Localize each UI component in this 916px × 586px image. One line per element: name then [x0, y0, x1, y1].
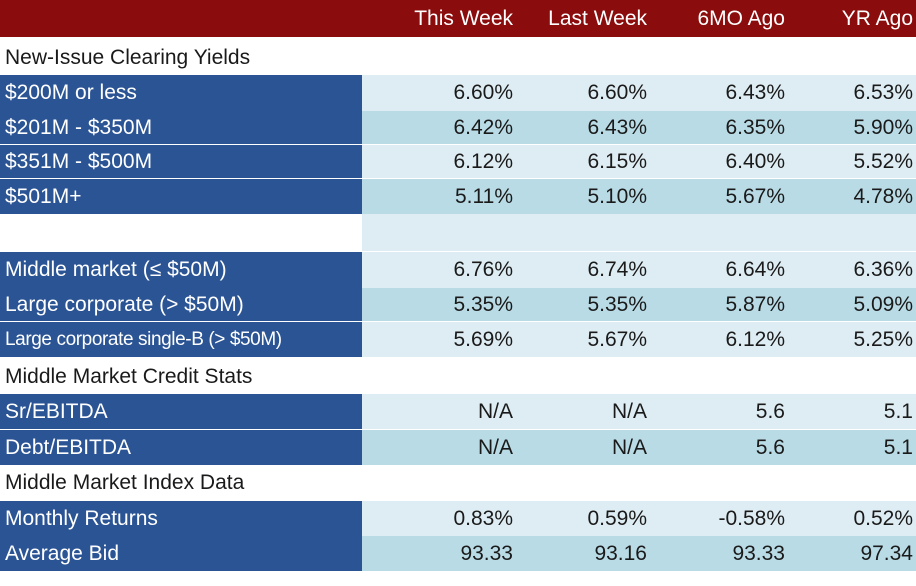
cell-last-week: 6.60% [587, 81, 647, 104]
cell-6mo-ago: 6.64% [725, 258, 785, 281]
cell-last-week: 93.16 [594, 541, 647, 565]
spacer-label [0, 214, 362, 251]
cell-this-week: 93.33 [460, 541, 513, 565]
cell-last-week: N/A [611, 435, 647, 459]
table-row: Large corporate (> $50M) 5.35% 5.35% 5.8… [0, 288, 916, 321]
table-row: Average Bid 93.33 93.16 93.33 97.34 [0, 536, 916, 571]
table-row: Debt/EBITDA N/A N/A 5.6 5.1 [0, 430, 916, 465]
table-row: $200M or less 6.60% 6.60% 6.43% 6.53% [0, 75, 916, 111]
section-row: Middle Market Credit Stats [0, 360, 916, 394]
cell-last-week: 5.10% [587, 184, 647, 208]
row-label: $501M+ [0, 179, 362, 214]
cell-this-week: 6.42% [453, 115, 513, 139]
cell-last-week: 5.67% [587, 327, 647, 351]
cell-6mo-ago: 5.6 [755, 399, 785, 423]
row-label: $351M - $500M [0, 145, 362, 178]
table-row: $351M - $500M 6.12% 6.15% 6.40% 5.52% [0, 145, 916, 178]
table-row: Sr/EBITDA N/A N/A 5.6 5.1 [0, 394, 916, 429]
col-this-week: This Week [414, 6, 513, 30]
cell-6mo-ago: 6.43% [725, 81, 785, 104]
table-header: This Week Last Week 6MO Ago YR Ago [0, 0, 916, 37]
cell-last-week: 6.74% [587, 258, 647, 281]
row-label: Average Bid [0, 536, 362, 571]
cell-this-week: N/A [477, 399, 513, 423]
cell-yr-ago: 6.36% [853, 258, 913, 281]
cell-last-week: 0.59% [587, 506, 647, 530]
row-label: $200M or less [0, 75, 362, 111]
cell-last-week: N/A [611, 399, 647, 423]
cell-this-week: 5.35% [453, 292, 513, 316]
cell-6mo-ago: 6.12% [725, 327, 785, 351]
row-label: Large corporate (> $50M) [0, 288, 362, 321]
cell-this-week: N/A [477, 435, 513, 459]
cell-6mo-ago: 5.67% [725, 184, 785, 208]
section-row: Middle Market Index Data [0, 466, 916, 500]
section-title: Middle Market Index Data [0, 466, 362, 500]
cell-last-week: 5.35% [587, 292, 647, 316]
cell-this-week: 5.69% [453, 327, 513, 351]
cell-yr-ago: 6.53% [853, 81, 913, 104]
cell-yr-ago: 5.25% [853, 327, 913, 351]
cell-yr-ago: 4.78% [853, 184, 913, 208]
cell-yr-ago: 0.52% [853, 506, 913, 530]
table-row: $501M+ 5.11% 5.10% 5.67% 4.78% [0, 179, 916, 214]
cell-yr-ago: 5.09% [853, 292, 913, 316]
row-label: Middle market (≤ $50M) [0, 252, 362, 288]
table-row: Monthly Returns 0.83% 0.59% -0.58% 0.52% [0, 501, 916, 536]
table-row: Large corporate single-B (> $50M) 5.69% … [0, 322, 916, 357]
section-title: Middle Market Credit Stats [0, 360, 362, 394]
cell-yr-ago: 5.90% [853, 115, 913, 139]
spacer-row [0, 214, 916, 251]
table-row: Middle market (≤ $50M) 6.76% 6.74% 6.64%… [0, 252, 916, 288]
cell-6mo-ago: -0.58% [718, 506, 785, 530]
cell-this-week: 0.83% [453, 506, 513, 530]
cell-6mo-ago: 6.40% [725, 149, 785, 173]
cell-6mo-ago: 5.87% [725, 292, 785, 316]
row-label: Large corporate single-B (> $50M) [0, 322, 362, 357]
cell-last-week: 6.43% [587, 115, 647, 139]
row-label: $201M - $350M [0, 111, 362, 144]
cell-6mo-ago: 93.33 [732, 541, 785, 565]
header-corner [0, 0, 362, 37]
cell-yr-ago: 5.52% [853, 149, 913, 173]
table-row: $201M - $350M 6.42% 6.43% 6.35% 5.90% [0, 111, 916, 144]
col-6mo-ago: 6MO Ago [697, 6, 785, 30]
cell-this-week: 6.76% [453, 258, 513, 281]
cell-6mo-ago: 6.35% [725, 115, 785, 139]
cell-this-week: 5.11% [455, 184, 513, 208]
col-last-week: Last Week [548, 6, 647, 30]
section-title: New-Issue Clearing Yields [0, 41, 362, 74]
row-label: Sr/EBITDA [0, 394, 362, 429]
col-yr-ago: YR Ago [841, 6, 913, 30]
cell-yr-ago: 5.1 [883, 399, 913, 423]
cell-this-week: 6.60% [453, 81, 513, 104]
cell-yr-ago: 97.34 [860, 541, 913, 565]
row-label: Debt/EBITDA [0, 430, 362, 465]
cell-last-week: 6.15% [587, 149, 647, 173]
section-row: New-Issue Clearing Yields [0, 41, 916, 74]
row-label: Monthly Returns [0, 501, 362, 536]
cell-this-week: 6.12% [453, 149, 513, 173]
cell-6mo-ago: 5.6 [755, 435, 785, 459]
cell-yr-ago: 5.1 [883, 435, 913, 459]
